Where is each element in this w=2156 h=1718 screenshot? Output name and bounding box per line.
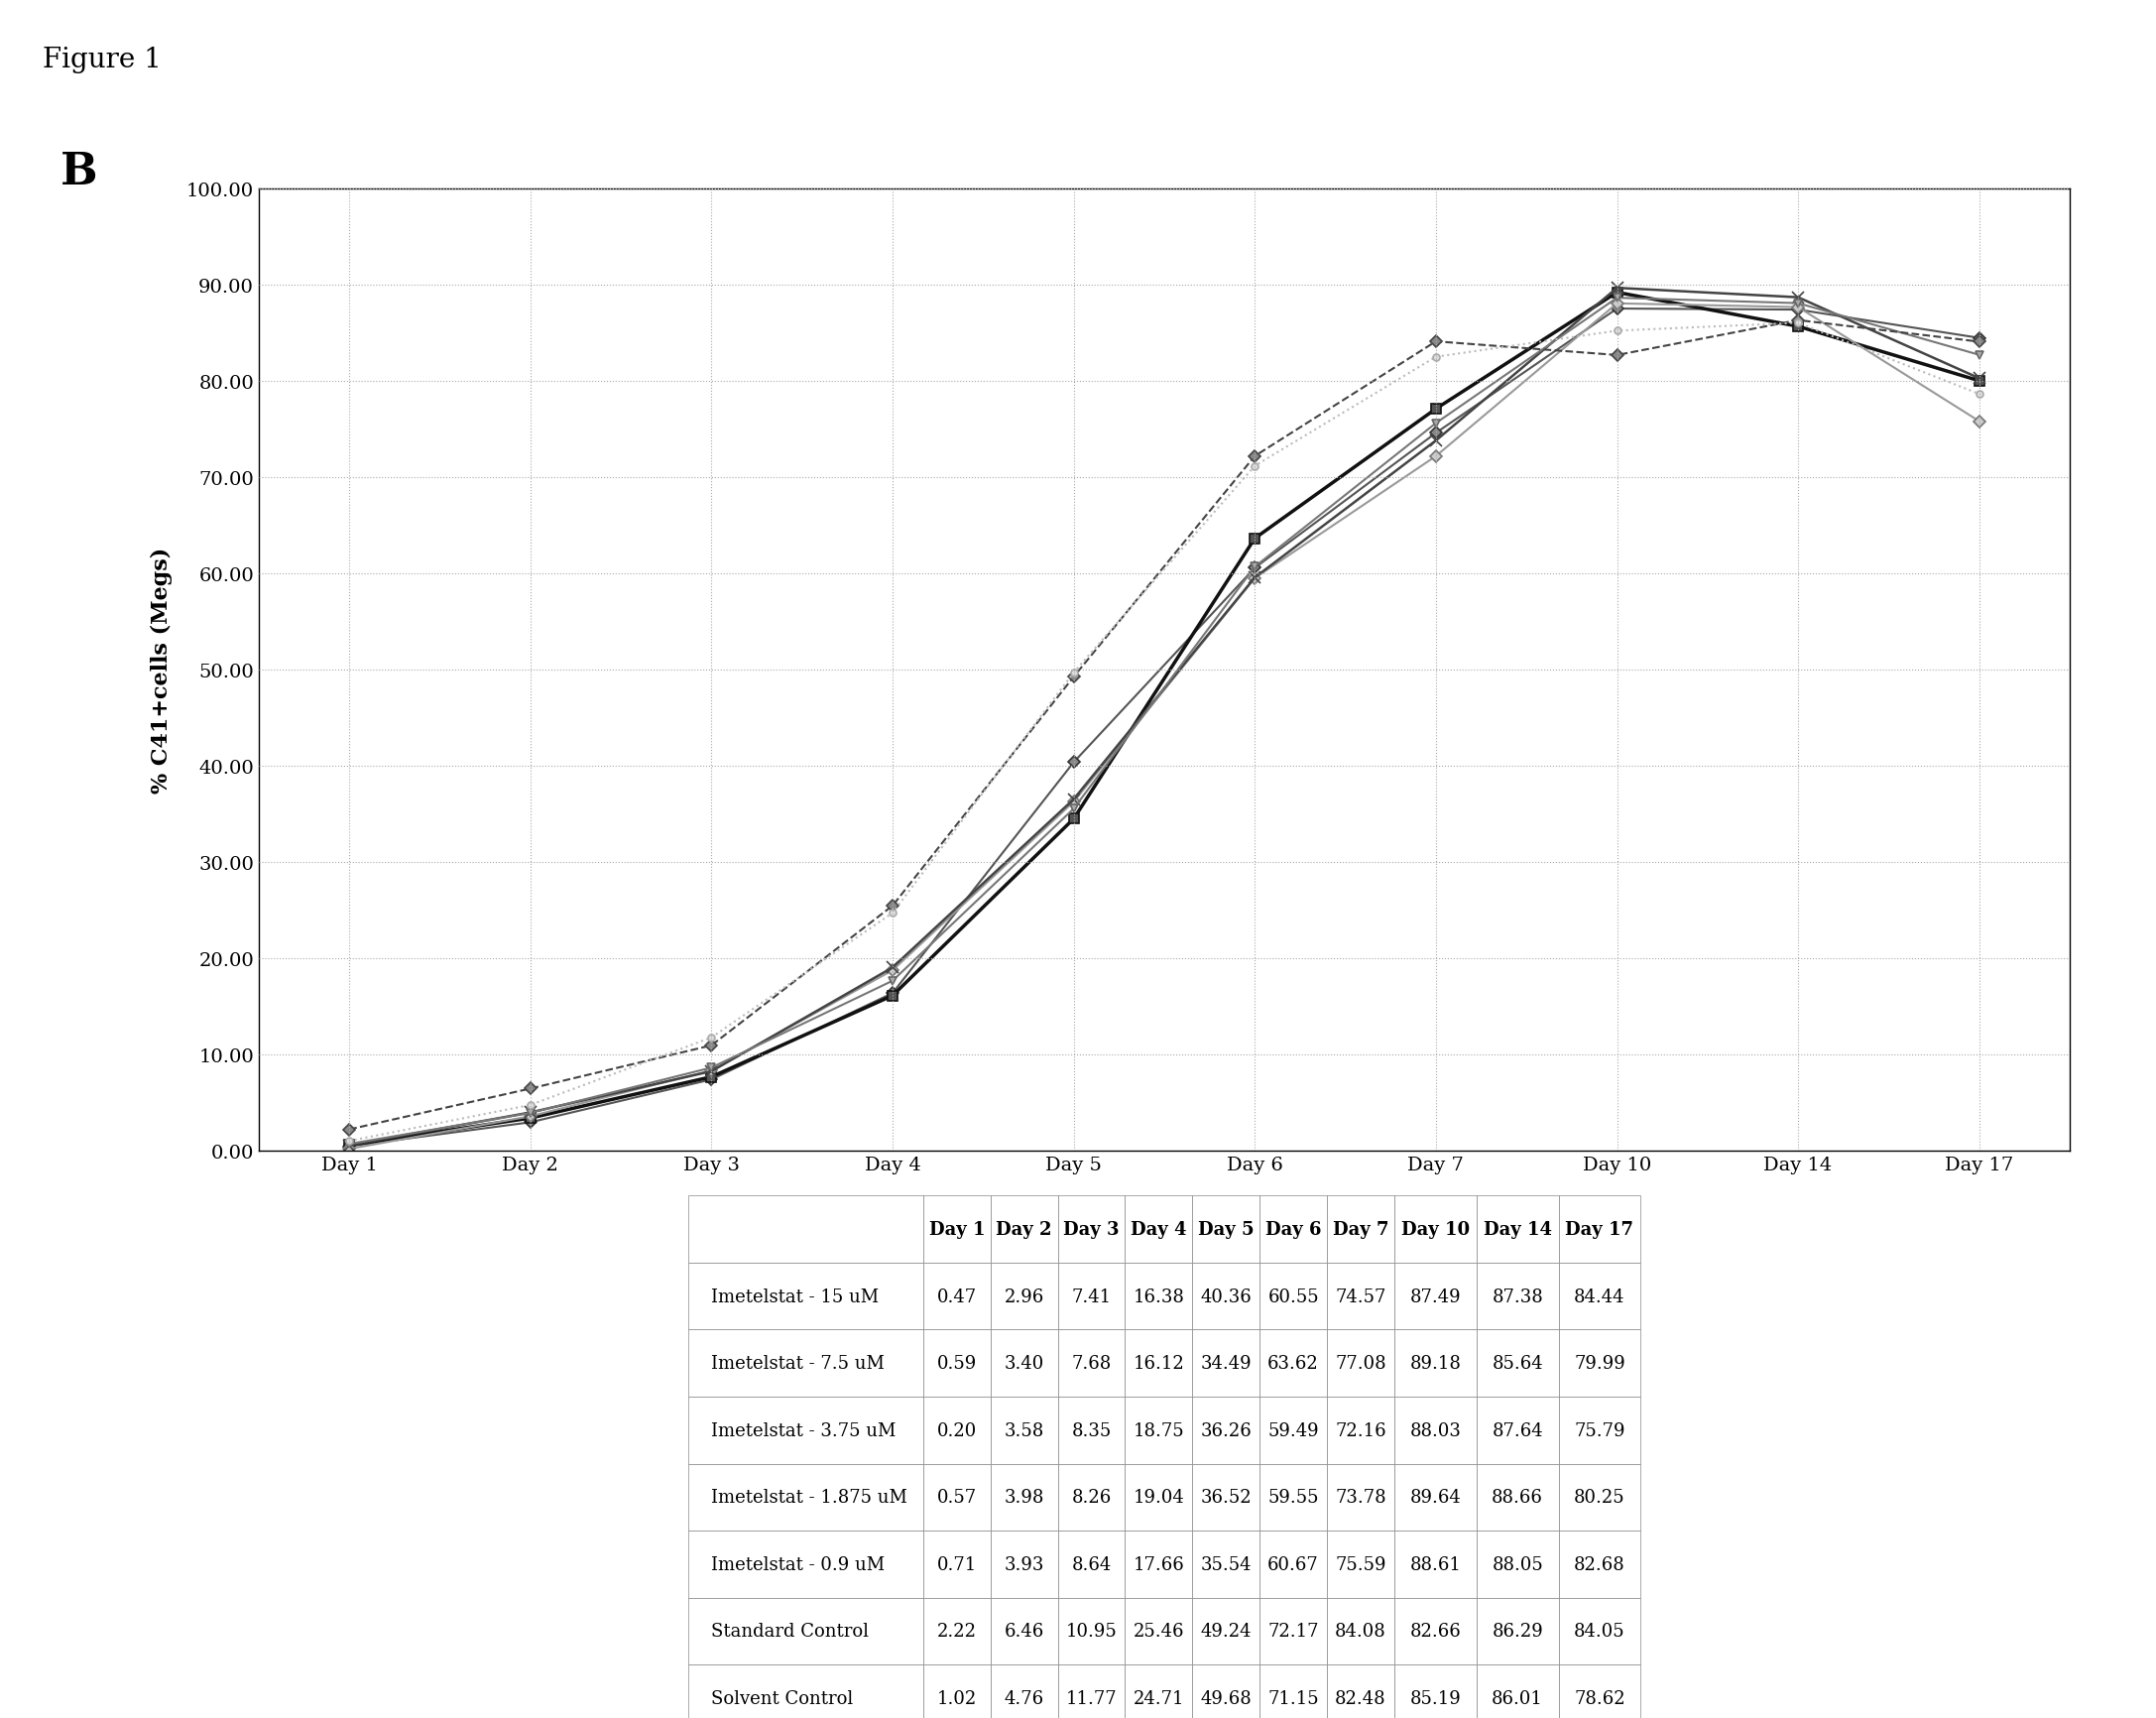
Y-axis label: % C41+cells (Megs): % C41+cells (Megs) [151, 546, 172, 794]
Text: B: B [60, 151, 97, 192]
Text: Figure 1: Figure 1 [43, 46, 162, 74]
